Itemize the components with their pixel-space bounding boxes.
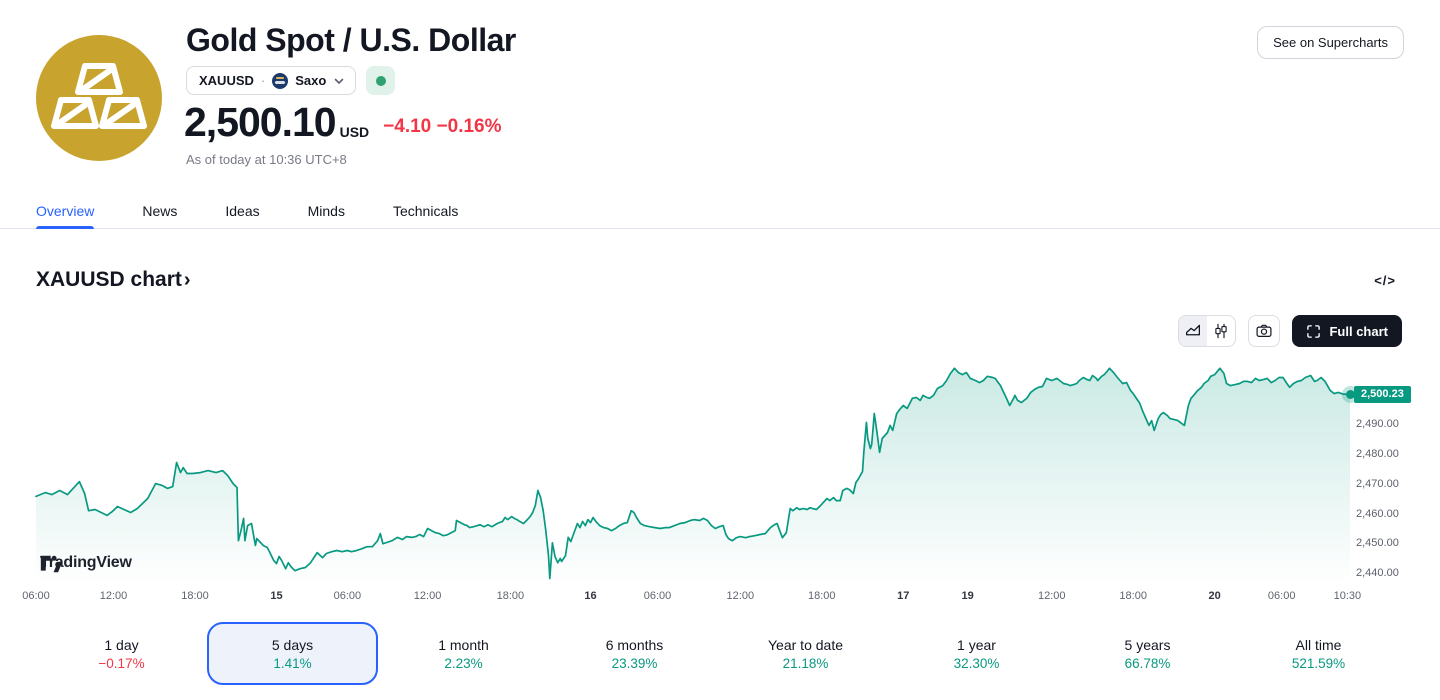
x-axis-label: 20 (1208, 590, 1221, 602)
y-axis-label: 2,480.00 (1356, 448, 1399, 461)
range-change: 2.23% (444, 655, 483, 671)
last-price-dot (1345, 389, 1355, 399)
tab-news[interactable]: News (142, 203, 178, 219)
last-price: 2,500.10 (184, 99, 337, 145)
range-selector: 1 day −0.17% 5 days 1.41% 1 month 2.23% 6 mont… (36, 622, 1404, 685)
tab-technicals[interactable]: Technicals (392, 203, 459, 219)
page-title: Gold Spot / U.S. Dollar (186, 22, 516, 58)
range-1-day[interactable]: 1 day −0.17% (36, 622, 207, 685)
range-label: 1 year (957, 636, 996, 653)
price-change: −4.10 −0.16% (383, 116, 501, 138)
y-axis-label: 2,440.00 (1356, 567, 1399, 580)
chart-section-title: XAUUSD chart (36, 268, 182, 291)
range-label: Year to date (768, 636, 843, 653)
range-change: 32.30% (953, 655, 1000, 671)
symbol-ticker: XAUUSD (199, 73, 254, 88)
tradingview-watermark[interactable]: TradingView (40, 554, 132, 573)
price-line (35, 367, 1351, 580)
y-axis-label: 2,490.00 (1356, 418, 1399, 431)
range-label: 5 years (1124, 636, 1171, 653)
chevron-down-icon (333, 75, 345, 87)
range-change: 1.41% (273, 655, 312, 671)
range-change: −0.17% (98, 655, 145, 671)
exchange-logo-icon (272, 72, 289, 89)
range-label: 6 months (605, 636, 664, 653)
full-chart-label: Full chart (1329, 323, 1388, 339)
x-axis-label: 12:00 (726, 590, 755, 602)
x-axis-label: 18:00 (496, 590, 525, 602)
chart-type-switcher (1178, 315, 1237, 347)
market-open-dot-icon (375, 75, 386, 86)
price-change-abs: −4.10 (383, 116, 432, 137)
range-label: 1 month (438, 636, 489, 653)
tab-minds[interactable]: Minds (307, 203, 345, 219)
candles-chart-type-button[interactable] (1207, 316, 1235, 346)
x-axis-label: 06:00 (333, 590, 362, 602)
area-chart-type-button[interactable] (1179, 316, 1208, 346)
exchange-name: Saxo (295, 73, 327, 88)
range-all-time[interactable]: All time 521.59% (1233, 622, 1404, 685)
x-axis-label: 06:00 (1267, 590, 1296, 602)
range-1-year[interactable]: 1 year 32.30% (891, 622, 1062, 685)
x-axis-label: 12:00 (413, 590, 442, 602)
gold-symbol-logo-icon (36, 35, 162, 161)
tab-bar: Overview News Ideas Minds Technicals (0, 196, 1440, 229)
price-row: 2,500.10 USD −4.10 −0.16% (184, 102, 502, 143)
x-axis-label: 12:00 (99, 590, 128, 602)
range-6-months[interactable]: 6 months 23.39% (549, 622, 720, 685)
y-axis[interactable]: 2,500.23 2,490.00 2,480.00 2,470.00 2,460.0… (1354, 360, 1416, 585)
range-change: 23.39% (611, 655, 658, 671)
as-of-timestamp: As of today at 10:36 UTC+8 (186, 152, 347, 167)
chevron-right-icon: › (183, 269, 191, 291)
see-on-supercharts-button[interactable]: See on Supercharts (1257, 26, 1404, 59)
x-axis[interactable]: 06:00 12:00 18:00 15 06:00 12:00 18:00 16 06:00 1… (22, 590, 1361, 604)
x-axis-label: 06:00 (22, 590, 50, 602)
range-5-years[interactable]: 5 years 66.78% (1062, 622, 1233, 685)
symbol-separator: · (260, 73, 266, 88)
range-label: All time (1295, 636, 1342, 653)
tab-ideas[interactable]: Ideas (225, 203, 260, 219)
range-label: 1 day (104, 636, 139, 653)
range-5-days[interactable]: 5 days 1.41% (207, 622, 378, 685)
x-axis-label: 18:00 (181, 590, 209, 602)
range-change: 21.18% (782, 655, 829, 671)
market-status-indicator[interactable] (366, 66, 396, 95)
x-axis-label: 18:00 (1119, 590, 1147, 602)
range-change: 66.78% (1124, 655, 1171, 671)
range-1-month[interactable]: 1 month 2.23% (378, 622, 549, 685)
chart-toolbar: Full chart (1178, 315, 1402, 347)
area-fill (36, 368, 1350, 585)
x-axis-label: 12:00 (1037, 590, 1066, 602)
price-chart[interactable]: TradingView 2,500.23 2,490.00 2,480.00 2,4… (22, 360, 1416, 610)
symbol-switcher[interactable]: XAUUSD · Saxo (186, 66, 357, 95)
fullscreen-icon (1306, 324, 1321, 339)
tradingview-logo-icon (40, 555, 63, 573)
x-axis-label: 19 (961, 590, 974, 602)
tradingview-wordmark: TradingView (40, 554, 132, 571)
range-label: 5 days (271, 636, 314, 653)
y-axis-label: 2,460.00 (1356, 507, 1399, 520)
price-change-pct: −0.16% (436, 116, 502, 137)
y-axis-label: 2,470.00 (1356, 477, 1399, 490)
embed-code-icon[interactable]: </> (1374, 273, 1396, 288)
chart-plot-area[interactable]: TradingView (35, 360, 1355, 585)
price-currency: USD (339, 124, 370, 140)
chart-section-link[interactable]: XAUUSD chart › (36, 268, 191, 292)
x-axis-label: 10:30 (1333, 590, 1362, 602)
tab-overview[interactable]: Overview (36, 196, 95, 229)
x-axis-label: 15 (270, 590, 283, 602)
range-change: 521.59% (1291, 655, 1346, 671)
x-axis-label: 16 (584, 590, 597, 602)
x-axis-label: 18:00 (808, 590, 836, 602)
x-axis-label: 06:00 (643, 590, 672, 602)
symbol-row: XAUUSD · Saxo (186, 66, 396, 95)
full-chart-button[interactable]: Full chart (1292, 315, 1402, 347)
snapshot-camera-button[interactable] (1248, 315, 1281, 347)
range-year-to-date[interactable]: Year to date 21.18% (720, 622, 891, 685)
y-axis-label: 2,450.00 (1356, 537, 1399, 550)
x-axis-label: 17 (897, 590, 910, 602)
last-price-badge: 2,500.23 (1354, 385, 1411, 403)
